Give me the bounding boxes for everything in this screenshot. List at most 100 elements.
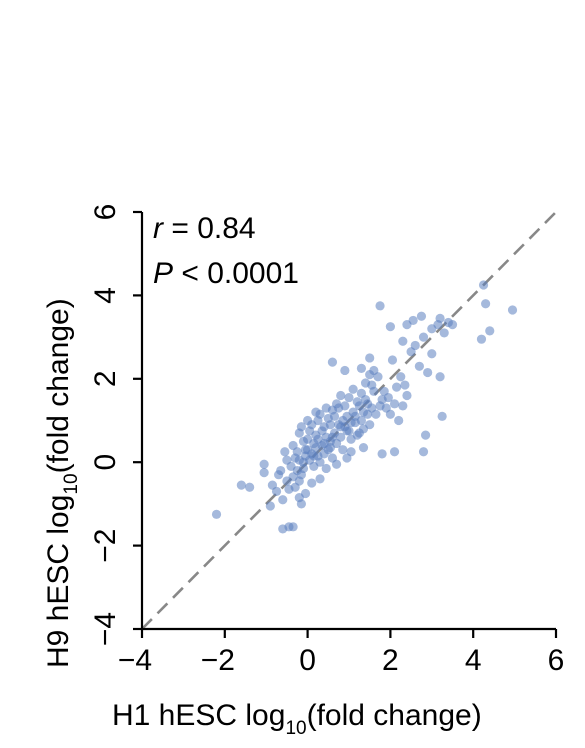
data-point <box>259 468 269 478</box>
data-point <box>282 476 292 486</box>
data-point <box>423 367 433 378</box>
data-point <box>394 415 404 426</box>
data-point <box>336 390 346 401</box>
data-point <box>325 420 335 430</box>
x-tick-label: 6 <box>548 644 565 677</box>
data-point <box>315 457 325 467</box>
data-point <box>282 455 292 465</box>
y-tick-label: 6 <box>89 204 122 221</box>
y-tick-label: 2 <box>89 370 122 387</box>
x-tick-label: 4 <box>465 644 482 677</box>
data-point <box>398 336 408 346</box>
data-point <box>303 415 313 426</box>
data-point <box>410 340 420 351</box>
x-tick-label: −4 <box>118 644 152 677</box>
data-point <box>276 465 286 476</box>
x-tick-label: 0 <box>299 644 316 677</box>
data-point <box>319 438 329 449</box>
data-point <box>356 363 367 373</box>
data-point <box>288 440 298 451</box>
data-point <box>354 428 364 438</box>
data-point <box>288 522 298 532</box>
data-point <box>369 365 379 376</box>
data-point <box>296 499 306 509</box>
data-point <box>300 445 311 455</box>
data-point <box>408 315 418 326</box>
data-point <box>278 495 288 505</box>
data-point <box>389 447 400 457</box>
data-point <box>385 409 395 419</box>
data-point <box>437 411 447 421</box>
data-point <box>338 445 348 455</box>
x-axis-title: H1 hESC log10(fold change) <box>112 699 482 739</box>
data-point <box>365 420 375 430</box>
data-point <box>389 399 400 409</box>
annotation-p: P < 0.0001 <box>153 257 299 290</box>
data-point <box>377 449 387 459</box>
data-point <box>396 372 406 382</box>
data-point <box>321 463 331 474</box>
data-point <box>418 447 429 457</box>
data-point <box>296 422 306 432</box>
data-point <box>433 319 443 330</box>
data-point <box>414 361 424 371</box>
data-point <box>336 422 346 432</box>
data-point <box>342 453 352 463</box>
data-point <box>327 357 338 367</box>
data-point <box>375 301 385 311</box>
data-point <box>327 432 338 442</box>
data-point <box>387 355 398 365</box>
data-point <box>485 326 495 336</box>
data-point <box>336 432 346 442</box>
data-point <box>352 397 362 407</box>
data-point <box>298 436 309 446</box>
data-point <box>392 382 402 392</box>
data-point <box>416 311 427 321</box>
data-point <box>439 328 449 338</box>
y-tick-label: 4 <box>89 287 122 304</box>
data-point <box>340 365 350 376</box>
data-point <box>371 409 381 419</box>
data-point <box>307 478 317 488</box>
data-point <box>418 332 429 342</box>
data-point <box>367 380 377 390</box>
data-point <box>358 407 369 417</box>
data-point <box>348 384 358 394</box>
data-point <box>259 459 269 469</box>
data-point <box>402 390 412 401</box>
data-point <box>331 459 342 469</box>
data-point <box>321 403 331 413</box>
data-point <box>400 380 410 390</box>
data-point <box>356 388 367 398</box>
data-point <box>329 411 340 421</box>
y-tick-label: −4 <box>89 612 122 646</box>
data-point <box>447 319 458 330</box>
data-point <box>265 501 275 511</box>
data-point <box>344 392 354 403</box>
y-tick-label: 0 <box>89 454 122 471</box>
data-point <box>334 403 344 413</box>
data-point <box>245 482 255 492</box>
data-point <box>309 451 319 461</box>
data-point <box>236 480 246 490</box>
data-point <box>267 480 278 490</box>
annotation-r: r = 0.84 <box>153 212 256 245</box>
data-point <box>383 392 393 403</box>
data-point <box>211 509 222 519</box>
y-tick-label: −2 <box>89 528 122 562</box>
data-point <box>420 430 431 440</box>
y-axis-title: H9 hESC log10(fold change) <box>42 298 82 668</box>
data-point <box>476 334 487 344</box>
data-point <box>315 474 325 484</box>
data-point <box>358 443 369 453</box>
data-point <box>398 401 408 411</box>
data-point <box>365 353 375 363</box>
data-point <box>350 411 360 421</box>
data-point <box>317 426 327 436</box>
x-tick-label: 2 <box>382 644 399 677</box>
data-point <box>427 349 437 359</box>
data-point <box>478 280 489 290</box>
x-tick-label: −2 <box>201 644 235 677</box>
data-point <box>385 322 395 332</box>
